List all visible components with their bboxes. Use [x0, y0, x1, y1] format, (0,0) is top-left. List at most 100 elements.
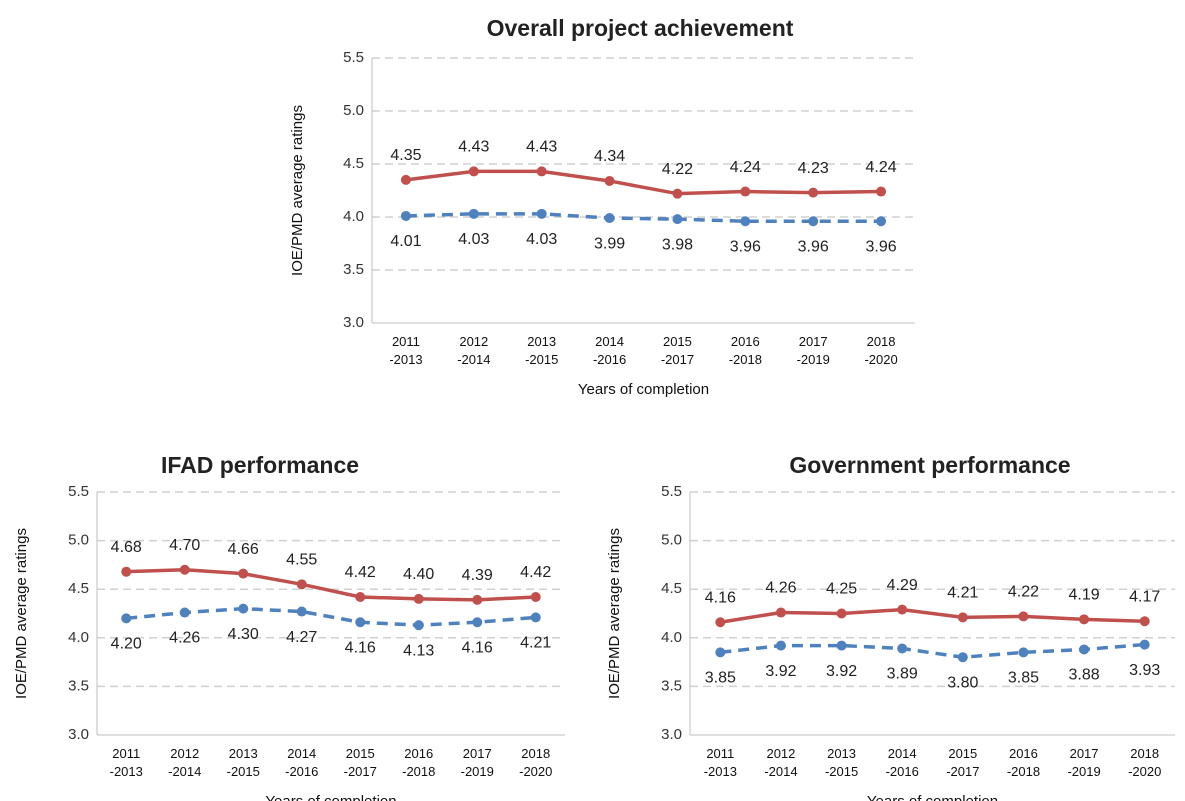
point	[179, 564, 190, 575]
point	[530, 612, 541, 623]
point	[1018, 647, 1029, 658]
value-label: 4.35	[390, 147, 421, 164]
value-label: 4.42	[520, 564, 551, 581]
point	[413, 593, 424, 604]
x-axis-title: Years of completion	[578, 381, 709, 398]
point	[468, 166, 479, 177]
value-label: 4.26	[169, 630, 200, 647]
x-tick-label: 2016 -2018	[1007, 746, 1040, 779]
y-tick-label: 3.5	[68, 677, 89, 694]
x-tick-label: 2018 -2020	[864, 334, 897, 367]
value-label: 4.40	[403, 566, 434, 583]
x-tick-label: 2018 -2020	[519, 746, 552, 779]
y-tick-label: 5.5	[343, 49, 364, 66]
point	[715, 647, 726, 658]
series-line	[126, 568, 536, 602]
value-label: 4.68	[111, 539, 142, 556]
series-line	[405, 212, 882, 223]
y-tick-label: 4.5	[661, 580, 682, 597]
point	[775, 607, 786, 618]
point	[740, 216, 751, 227]
series-line	[720, 607, 1145, 624]
x-tick-label: 2017 -2019	[461, 746, 494, 779]
value-label: 4.39	[462, 567, 493, 584]
point	[472, 617, 483, 628]
y-axis-title: IOE/PMD average ratings	[289, 105, 306, 276]
x-tick-label: 2015 -2017	[661, 334, 694, 367]
value-label: 4.70	[169, 537, 200, 554]
point	[957, 612, 968, 623]
value-label: 3.96	[730, 238, 761, 255]
point	[1139, 616, 1150, 627]
x-tick-label: 2018 -2020	[1128, 746, 1161, 779]
series-line	[126, 606, 536, 627]
value-label: 4.24	[865, 159, 896, 176]
point	[1139, 639, 1150, 650]
y-tick-label: 3.0	[68, 726, 89, 743]
point	[897, 604, 908, 615]
point	[1018, 611, 1029, 622]
value-label: 4.22	[1008, 584, 1039, 601]
point	[355, 617, 366, 628]
value-label: 3.85	[705, 670, 736, 687]
value-label: 3.93	[1129, 662, 1160, 679]
value-label: 4.16	[345, 639, 376, 656]
value-label: 4.03	[458, 231, 489, 248]
x-tick-label: 2016 -2018	[729, 334, 762, 367]
x-tick-label: 2011 -2013	[110, 746, 143, 779]
point	[536, 208, 547, 219]
x-tick-label: 2015 -2017	[946, 746, 979, 779]
value-label: 3.88	[1068, 667, 1099, 684]
point	[468, 208, 479, 219]
value-label: 4.22	[662, 161, 693, 178]
point	[715, 617, 726, 628]
point	[897, 643, 908, 654]
value-label: 4.16	[462, 639, 493, 656]
value-label: 4.01	[390, 233, 421, 250]
x-tick-label: 2012 -2014	[457, 334, 490, 367]
chart-title: IFAD performance	[161, 452, 359, 478]
x-tick-label: 2017 -2019	[1067, 746, 1100, 779]
x-tick-label: 2013 -2015	[227, 746, 260, 779]
y-tick-label: 3.0	[661, 726, 682, 743]
point	[472, 594, 483, 605]
value-label: 3.98	[662, 236, 693, 253]
value-label: 4.17	[1129, 588, 1160, 605]
point	[836, 640, 847, 651]
value-label: 4.25	[826, 581, 857, 598]
value-label: 4.42	[345, 564, 376, 581]
value-label: 3.99	[594, 235, 625, 252]
point	[179, 607, 190, 618]
x-tick-label: 2013 -2015	[525, 334, 558, 367]
x-tick-label: 2014 -2016	[285, 746, 318, 779]
value-label: 3.89	[887, 666, 918, 683]
point	[1079, 644, 1090, 655]
point	[238, 603, 249, 614]
value-label: 4.26	[765, 580, 796, 597]
value-label: 4.21	[947, 585, 978, 602]
value-label: 4.03	[526, 231, 557, 248]
y-tick-label: 4.5	[343, 155, 364, 172]
point	[604, 175, 615, 186]
value-label: 4.27	[286, 629, 317, 646]
y-tick-label: 3.5	[343, 261, 364, 278]
x-tick-label: 2011 -2013	[704, 746, 737, 779]
point	[672, 214, 683, 225]
chart-title: Overall project achievement	[487, 15, 794, 41]
y-tick-label: 5.0	[68, 532, 89, 549]
value-label: 3.85	[1008, 670, 1039, 687]
point	[604, 213, 615, 224]
point	[238, 568, 249, 579]
chart-title: Government performance	[789, 452, 1070, 478]
value-label: 4.24	[730, 159, 761, 176]
point	[296, 606, 307, 617]
point	[672, 188, 683, 199]
point	[876, 186, 887, 197]
point	[836, 608, 847, 619]
value-label: 4.19	[1068, 587, 1099, 604]
series-line	[405, 169, 882, 196]
value-label: 4.20	[111, 636, 142, 653]
point	[1079, 614, 1090, 625]
y-tick-label: 3.5	[661, 677, 682, 694]
